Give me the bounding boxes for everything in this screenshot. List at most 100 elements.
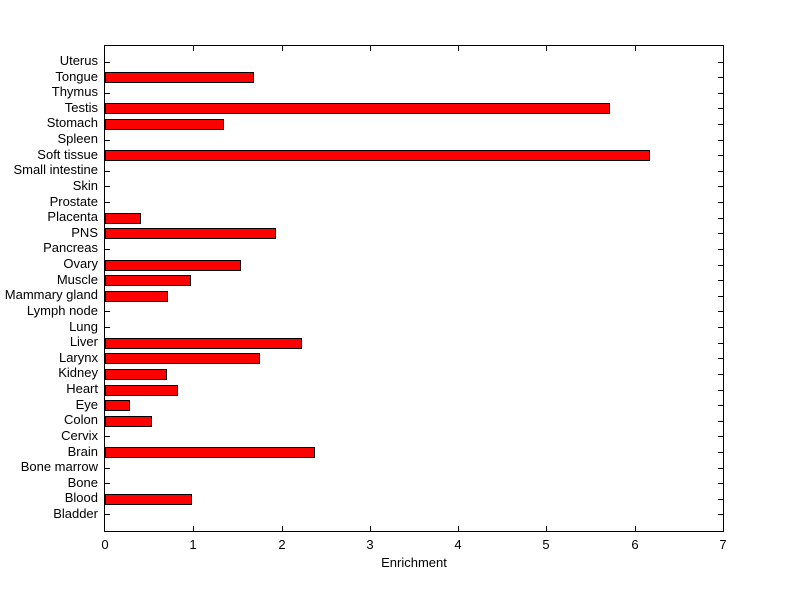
y-axis-tick-right xyxy=(718,358,723,360)
category-label: Brain xyxy=(67,443,98,459)
x-axis-tick-top xyxy=(458,46,459,51)
category-label: Pancreas xyxy=(43,240,98,256)
y-axis-tick-left xyxy=(105,92,110,94)
y-axis-tick-left xyxy=(105,311,110,313)
y-axis-tick-right xyxy=(718,436,723,438)
category-label: Heart xyxy=(66,381,98,397)
category-label: Blood xyxy=(64,490,98,506)
bar-testis xyxy=(105,103,610,115)
y-axis-tick-left xyxy=(105,139,110,141)
y-axis-tick-right xyxy=(718,139,723,141)
category-label: Larynx xyxy=(58,349,98,365)
category-label: Tongue xyxy=(55,68,98,84)
category-label: Testis xyxy=(64,99,98,115)
category-label: Placenta xyxy=(47,209,98,225)
bar-liver xyxy=(105,337,302,349)
x-axis-tick-label: 4 xyxy=(454,537,462,552)
x-axis-title: Enrichment xyxy=(381,555,447,570)
x-axis-tick-top xyxy=(370,46,371,51)
bar-brain xyxy=(105,447,315,458)
x-axis-tick-label: 2 xyxy=(278,537,286,552)
y-axis-tick-right xyxy=(718,373,723,375)
bar-colon xyxy=(105,415,152,427)
category-label: Prostate xyxy=(49,193,98,209)
y-axis-tick-right xyxy=(718,61,723,63)
y-axis-tick-right xyxy=(718,248,723,250)
x-axis-tick-bottom xyxy=(546,526,547,531)
y-axis-tick-right xyxy=(718,295,723,297)
bar-blood xyxy=(105,493,192,505)
category-label: Bone xyxy=(67,474,98,490)
y-axis-tick-right xyxy=(718,170,723,172)
category-label: Small intestine xyxy=(13,162,98,178)
y-axis-tick-right xyxy=(718,186,723,188)
x-axis-tick-top xyxy=(193,46,194,51)
category-label: Thymus xyxy=(51,84,98,100)
y-axis-tick-right xyxy=(718,498,723,500)
bar-eye xyxy=(105,400,130,412)
y-axis-tick-right xyxy=(718,311,723,313)
category-label: Spleen xyxy=(57,131,98,147)
bar-heart xyxy=(105,384,178,396)
category-label: Mammary gland xyxy=(4,287,98,303)
y-axis-tick-right xyxy=(718,342,723,344)
y-axis-tick-right xyxy=(718,92,723,94)
x-axis-tick-label: 7 xyxy=(719,537,727,552)
y-axis-tick-right xyxy=(718,202,723,204)
bar-kidney xyxy=(105,368,167,380)
x-axis-tick-bottom xyxy=(370,526,371,531)
y-axis-tick-right xyxy=(718,327,723,329)
category-label: Colon xyxy=(64,412,98,428)
bar-soft-tissue xyxy=(105,150,650,162)
y-axis-tick-right xyxy=(718,514,723,516)
x-axis-tick-top xyxy=(635,46,636,51)
y-axis-tick-left xyxy=(105,186,110,188)
x-axis-tick-label: 5 xyxy=(542,537,550,552)
bar-stomach xyxy=(105,118,224,130)
y-axis-tick-right xyxy=(718,405,723,407)
x-axis-tick-label: 1 xyxy=(189,537,197,552)
y-axis-tick-right xyxy=(718,155,723,157)
bar-muscle xyxy=(105,275,191,287)
y-axis-tick-right xyxy=(718,264,723,266)
category-label: Eye xyxy=(75,396,98,412)
category-label: Uterus xyxy=(59,53,98,68)
y-axis-tick-right xyxy=(718,77,723,79)
y-axis-tick-right xyxy=(718,108,723,110)
category-label: Cervix xyxy=(61,427,98,443)
y-axis-tick-right xyxy=(718,483,723,485)
category-label: Soft tissue xyxy=(37,146,98,162)
bar-ovary xyxy=(105,259,241,271)
x-axis-tick-bottom xyxy=(193,526,194,531)
category-label: Skin xyxy=(72,177,98,193)
x-axis-tick-bottom xyxy=(458,526,459,531)
y-axis-tick-left xyxy=(105,467,110,469)
x-axis-tick-top xyxy=(282,46,283,51)
y-axis-tick-right xyxy=(718,389,723,391)
category-label: Bone marrow xyxy=(20,459,98,475)
bar-pns xyxy=(105,228,276,240)
y-axis-tick-left xyxy=(105,436,110,438)
y-axis-tick-left xyxy=(105,248,110,250)
y-axis-tick-right xyxy=(718,123,723,125)
y-axis-tick-right xyxy=(718,217,723,219)
bar-mammary-gland xyxy=(105,290,168,302)
bar-placenta xyxy=(105,212,141,224)
x-axis-tick-label: 0 xyxy=(101,537,109,552)
x-axis-tick-bottom xyxy=(282,526,283,531)
y-axis-tick-right xyxy=(718,233,723,235)
x-axis-tick-bottom xyxy=(635,526,636,531)
y-axis-tick-left xyxy=(105,514,110,516)
category-label: Bladder xyxy=(53,505,98,521)
y-axis-tick-right xyxy=(718,467,723,469)
y-axis-tick-left xyxy=(105,483,110,485)
category-label: Ovary xyxy=(63,256,98,272)
category-label: Liver xyxy=(69,334,98,350)
x-axis-tick-label: 6 xyxy=(631,537,639,552)
y-axis-tick-left xyxy=(105,327,110,329)
x-axis-tick-top xyxy=(546,46,547,51)
y-axis-tick-right xyxy=(718,280,723,282)
category-label: Stomach xyxy=(46,115,98,131)
plot-area xyxy=(104,45,724,532)
